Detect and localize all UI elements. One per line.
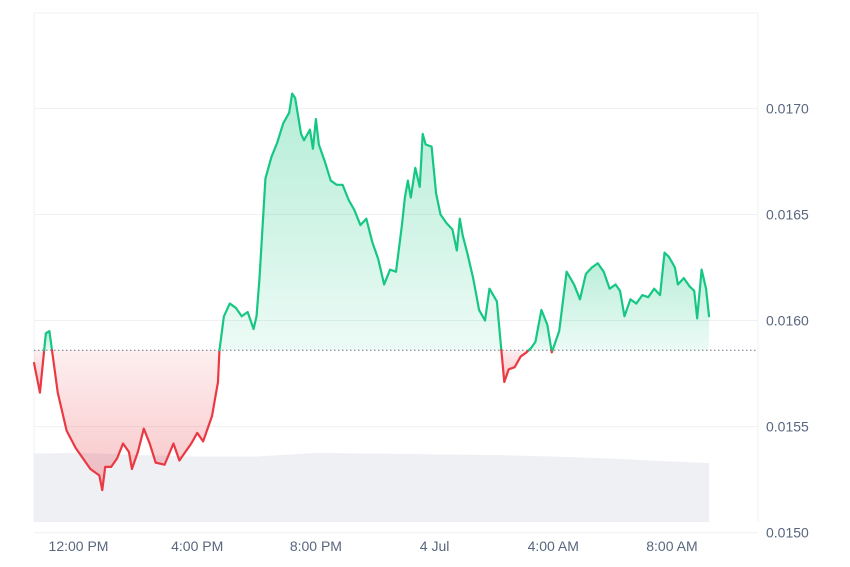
y-tick-label: 0.0150 [766, 525, 809, 541]
price-line-down[interactable] [50, 349, 221, 492]
x-axis: 12:00 PM 4:00 PM 8:00 PM 4 Jul 4:00 AM 8:00 A… [49, 538, 698, 554]
price-lines[interactable] [32, 92, 711, 492]
y-tick-label: 0.0165 [766, 206, 809, 222]
price-line-up[interactable] [551, 251, 711, 352]
price-area-below-baseline[interactable] [34, 350, 45, 393]
price-line-up[interactable] [43, 330, 54, 352]
y-tick-label: 0.0155 [766, 419, 809, 435]
y-tick-label: 0.0160 [766, 313, 809, 329]
x-tick-label: 4:00 AM [528, 538, 579, 554]
x-tick-label: 12:00 PM [49, 538, 109, 554]
x-tick-label: 8:00 PM [290, 538, 342, 554]
price-line-up[interactable] [527, 308, 553, 352]
price-line-up[interactable] [218, 92, 503, 352]
x-tick-label: 8:00 AM [646, 538, 697, 554]
y-axis: 0.0170 0.0165 0.0160 0.0155 0.0150 [766, 100, 809, 540]
x-tick-label: 4:00 PM [171, 538, 223, 554]
price-area-above-baseline[interactable] [528, 309, 552, 351]
price-line-down[interactable] [500, 349, 530, 384]
y-tick-label: 0.0170 [766, 100, 809, 116]
price-line-down[interactable] [32, 349, 46, 394]
price-area-above-baseline[interactable] [219, 93, 502, 351]
volume-area [34, 452, 710, 522]
volume-bars [34, 452, 710, 522]
x-tick-label: 4 Jul [420, 538, 450, 554]
